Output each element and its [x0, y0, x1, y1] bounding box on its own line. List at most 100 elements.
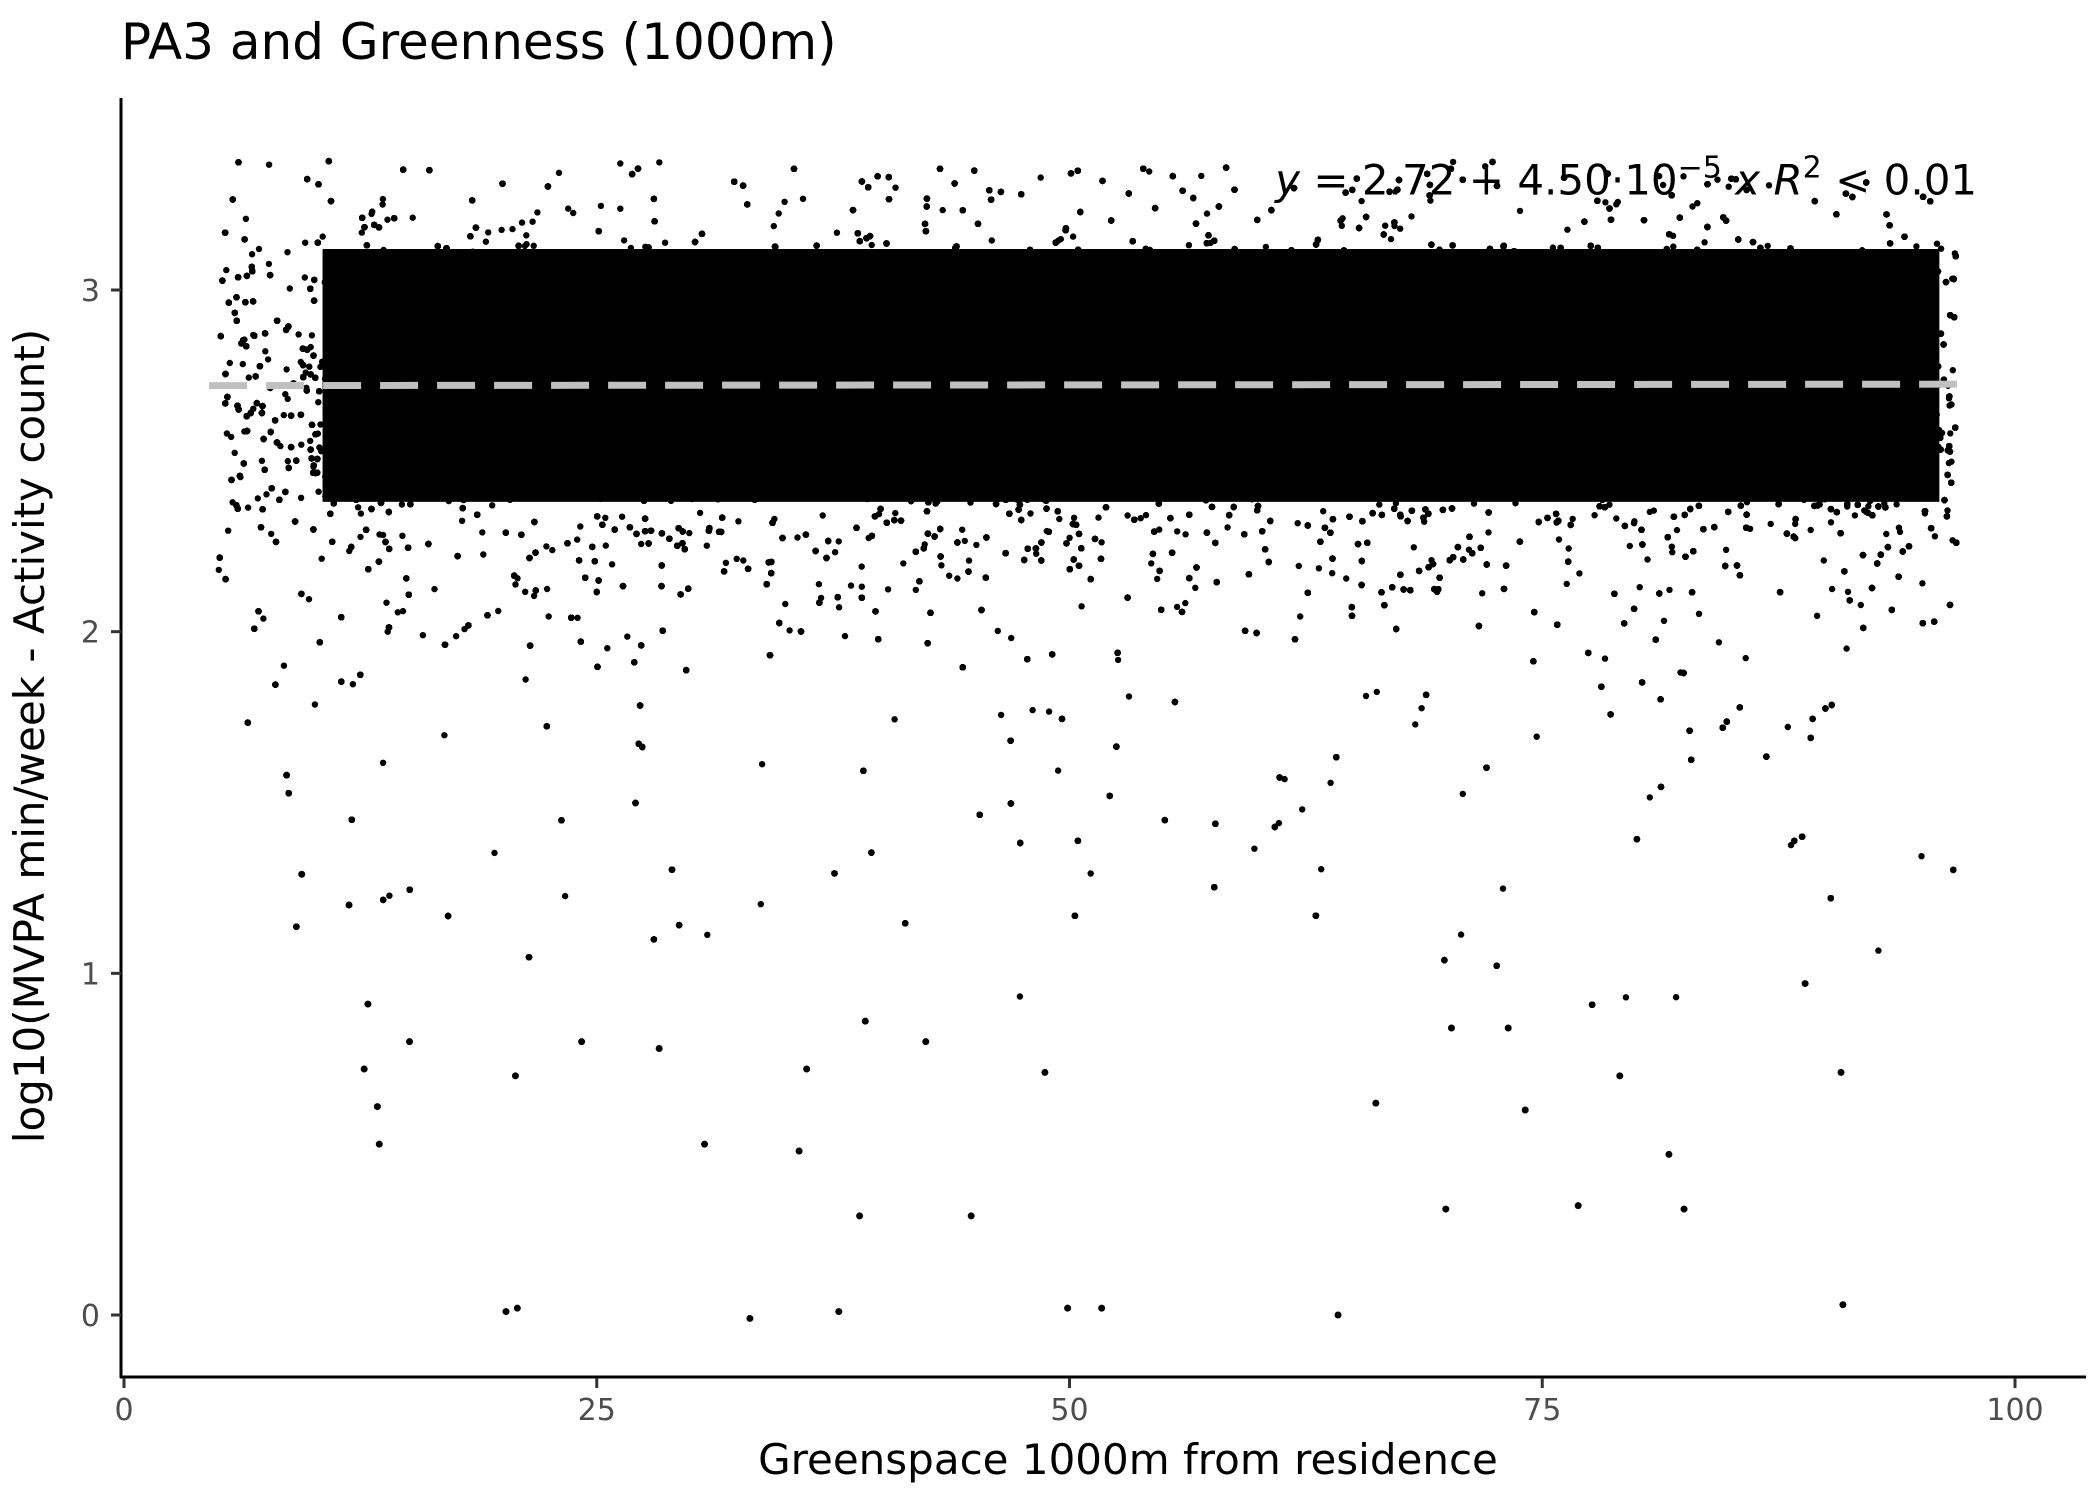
scatter-point	[318, 555, 325, 562]
scatter-point	[961, 537, 968, 545]
scatter-point	[1198, 172, 1205, 180]
scatter-point	[369, 208, 376, 215]
scatter-point	[262, 348, 269, 355]
scatter-points	[215, 157, 1960, 1008]
scatter-point	[574, 536, 581, 543]
scatter-point	[264, 356, 272, 363]
scatter-point	[529, 218, 536, 225]
scatter-point	[858, 563, 865, 570]
scatter-point	[315, 399, 322, 406]
scatter-point	[245, 374, 252, 381]
scatter-point	[1893, 501, 1900, 508]
scatter-point	[231, 449, 238, 456]
scatter-point	[1281, 775, 1288, 783]
scatter-point	[283, 366, 290, 373]
scatter-point	[1114, 656, 1122, 664]
scatter-point	[620, 237, 628, 244]
scatter-point	[1275, 819, 1283, 827]
scatter-point	[1299, 806, 1306, 813]
scatter-point	[534, 209, 541, 216]
scatter-point	[441, 732, 448, 739]
scatter-point	[704, 931, 711, 938]
scatter-point	[1689, 203, 1696, 210]
scatter-point	[1343, 575, 1350, 582]
scatter-point	[1410, 544, 1418, 551]
scatter-point	[868, 241, 875, 249]
scatter-point	[298, 441, 305, 448]
scatter-point	[1327, 779, 1334, 786]
scatter-point	[841, 632, 849, 640]
scatter-point	[656, 159, 663, 166]
scatter-point	[1479, 590, 1486, 597]
scatter-point	[1613, 515, 1620, 522]
scatter-point	[1482, 163, 1489, 170]
scatter-point	[522, 676, 529, 683]
scatter-point	[545, 613, 552, 620]
scatter-point	[1320, 508, 1327, 515]
scatter-point	[602, 542, 609, 549]
scatter-point	[258, 457, 266, 464]
scatter-point	[1569, 515, 1576, 523]
scatter-point	[1027, 510, 1034, 517]
scatter-point	[1427, 197, 1434, 204]
scatter-point	[1666, 586, 1673, 594]
scatter-point	[574, 614, 581, 621]
scatter-point	[577, 523, 584, 530]
scatter-point	[409, 214, 416, 221]
scatter-point	[1418, 705, 1425, 712]
scatter-point	[265, 161, 273, 168]
scatter-point	[1185, 242, 1193, 249]
scatter-point	[1457, 931, 1465, 938]
scatter-point	[1601, 655, 1609, 662]
scatter-point	[833, 229, 841, 236]
scatter-point	[565, 205, 572, 212]
scatter-point	[1095, 514, 1102, 521]
scatter-point	[523, 232, 530, 239]
scatter-point	[1408, 213, 1415, 220]
scatter-point	[284, 395, 291, 403]
scatter-point	[781, 198, 788, 205]
scatter-point	[1137, 515, 1144, 522]
scatter-point	[959, 526, 966, 533]
scatter-point	[1295, 562, 1303, 570]
scatter-point	[1644, 556, 1651, 563]
scatter-point	[1156, 526, 1163, 533]
scatter-point	[939, 206, 946, 214]
scatter-point	[900, 560, 907, 567]
scatter-point	[1174, 528, 1181, 535]
scatter-point	[1449, 158, 1457, 166]
scatter-point	[284, 457, 291, 465]
scatter-point	[226, 359, 233, 367]
scatter-point	[1125, 693, 1133, 700]
scatter-point	[1173, 603, 1181, 611]
scatter-point	[946, 572, 953, 579]
scatter-point	[317, 421, 324, 428]
scatter-point	[892, 184, 899, 191]
scatter-point	[617, 205, 624, 212]
scatter-point	[311, 701, 319, 708]
scatter-point	[1563, 580, 1570, 588]
scatter-point	[1470, 500, 1478, 507]
scatter-point	[1896, 528, 1904, 536]
scatter-point	[757, 901, 764, 908]
scatter-point	[602, 514, 609, 521]
scatter-point	[1251, 845, 1258, 852]
scatter-point	[263, 491, 270, 498]
scatter-point	[394, 609, 401, 616]
scatter-point	[1937, 245, 1945, 252]
scatter-point	[1146, 168, 1153, 175]
scatter-point	[384, 216, 391, 223]
scatter-point	[1813, 612, 1821, 619]
scatter-point	[1949, 367, 1957, 374]
scatter-point	[1459, 790, 1467, 798]
scatter-point	[1865, 503, 1872, 510]
scatter-point	[1668, 543, 1676, 550]
scatter-point	[242, 215, 250, 222]
scatter-point	[1670, 243, 1677, 250]
scatter-point	[1715, 639, 1723, 646]
scatter-point	[1591, 512, 1598, 519]
scatter-point	[1843, 645, 1850, 652]
scatter-point	[1565, 545, 1572, 552]
scatter-point	[228, 433, 235, 441]
scatter-point	[357, 510, 365, 517]
